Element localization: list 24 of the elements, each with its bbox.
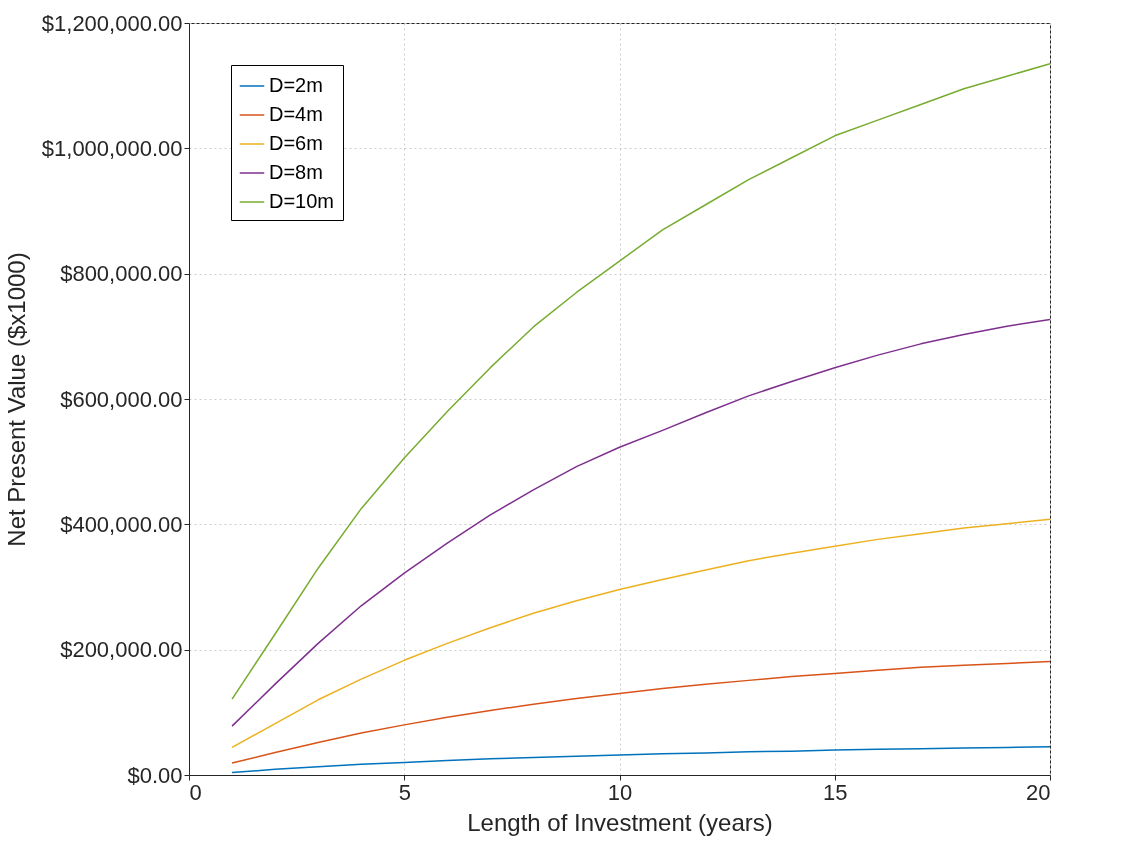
legend-label: D=6m: [269, 132, 323, 154]
y-axis-title: Net Present Value ($x1000): [2, 252, 30, 547]
y-tick-label: $1,000,000.00: [41, 135, 183, 161]
y-tick-label: $600,000.00: [60, 386, 183, 412]
legend-label: D=2m: [269, 74, 323, 96]
y-tick-label: $0.00: [127, 762, 183, 788]
legend-label: D=8m: [269, 161, 323, 183]
line-series: [231, 318, 1051, 727]
y-tick-label: $800,000.00: [60, 261, 183, 287]
x-axis-title: Length of Investment (years): [467, 808, 773, 836]
legend-label: D=10m: [269, 190, 335, 212]
y-tick-label: $1,200,000.00: [41, 10, 183, 36]
line-series: [231, 62, 1051, 700]
y-tick-label: $200,000.00: [60, 637, 183, 663]
x-tick-label: 15: [823, 779, 848, 805]
x-tick-label: 20: [1026, 779, 1051, 805]
line-series: [231, 746, 1051, 774]
x-tick-label: 10: [607, 779, 633, 805]
line-series: [231, 660, 1051, 764]
x-tick-label: 0: [189, 779, 202, 805]
x-tick-label: 5: [398, 779, 411, 805]
line-series: [231, 518, 1051, 749]
y-tick-label: $400,000.00: [60, 511, 183, 537]
legend-label: D=4m: [269, 103, 323, 125]
